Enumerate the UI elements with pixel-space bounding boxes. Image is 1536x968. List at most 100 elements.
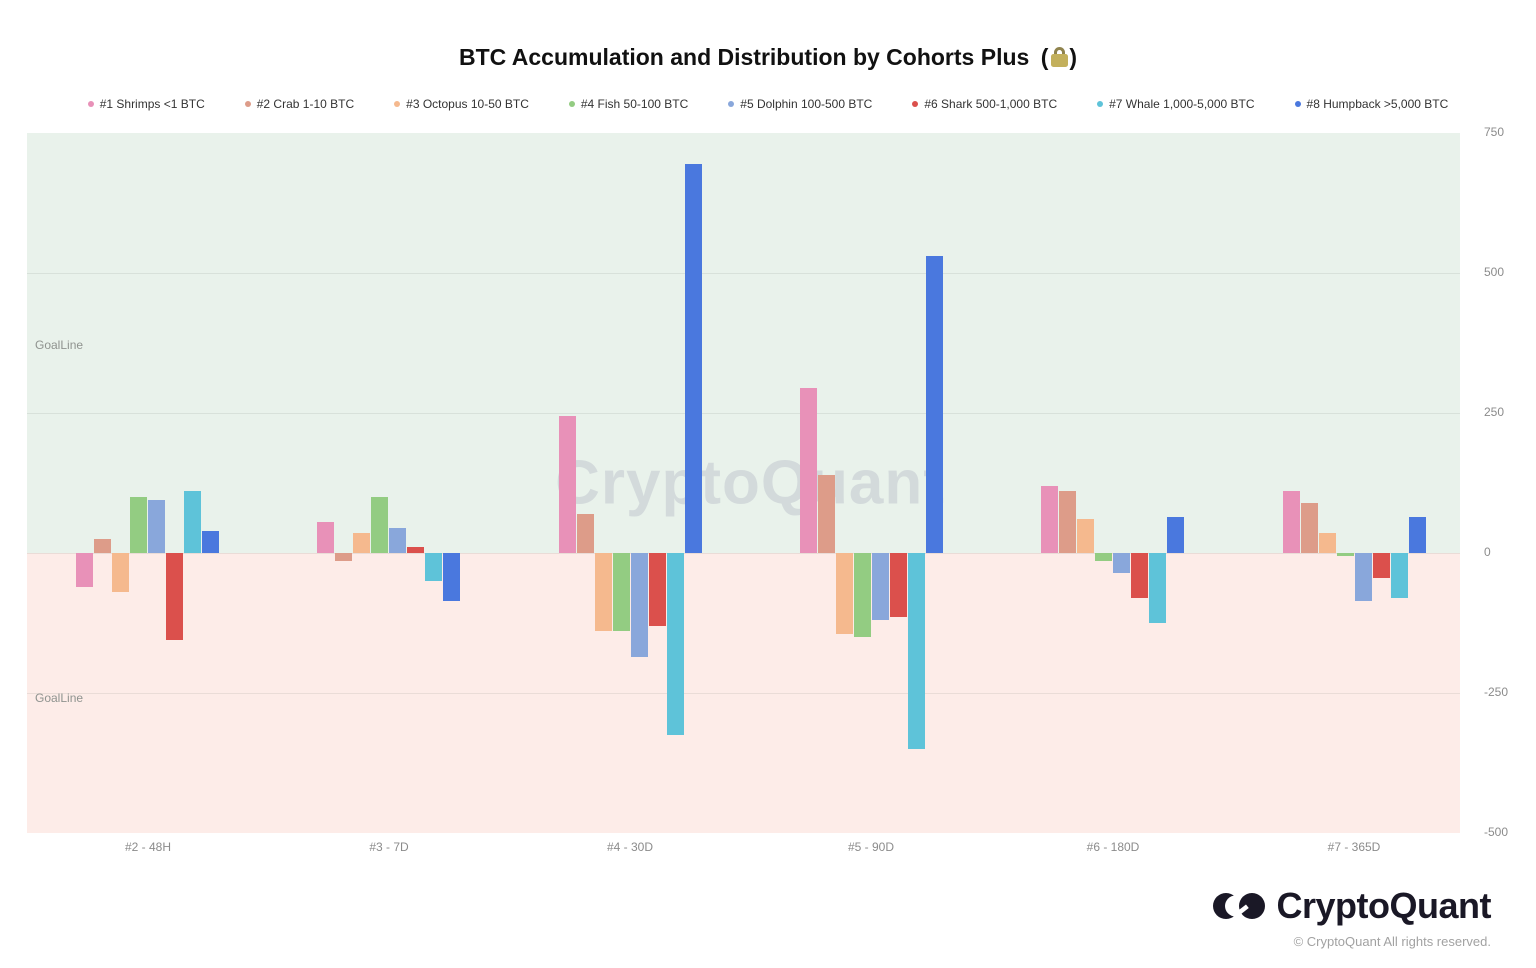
legend-dot [244,101,251,107]
bar-5-90D-series3[interactable] [836,553,853,634]
y-tick-label--250: -250 [1484,685,1509,699]
chart-plot-area: CryptoQuant GoalLine GoalLine [27,133,1460,833]
title-text: BTC Accumulation and Distribution by Coh… [458,44,1030,70]
bar-4-30D-series4[interactable] [613,553,630,631]
bar-2-48H-series1[interactable] [76,553,93,587]
legend-label: #1 Shrimps <1 BTC [99,97,205,111]
legend-dot [87,101,94,107]
bar-5-90D-series4[interactable] [854,553,871,637]
legend-label: #6 Shark 500-1,000 BTC [924,97,1058,111]
bar-6-180D-series1[interactable] [1041,486,1058,553]
cryptoquant-logo-icon [1212,893,1265,919]
chart-legend: #1 Shrimps <1 BTC #2 Crab 1-10 BTC #3 Octo… [0,97,1536,111]
goal-line-label-upper: GoalLine [35,338,84,352]
bar-3-7D-series2[interactable] [335,553,352,561]
bar-3-7D-series8[interactable] [443,553,460,601]
bar-4-30D-series8[interactable] [685,164,702,553]
bar-5-90D-series1[interactable] [800,388,817,553]
brand-name: CryptoQuant [1276,885,1492,926]
bar-3-7D-series3[interactable] [353,533,370,553]
bar-6-180D-series3[interactable] [1077,519,1094,553]
title-paren-open: ( [1040,44,1049,70]
bar-6-180D-series6[interactable] [1131,553,1148,598]
bar-2-48H-series7[interactable] [184,491,201,553]
gridline-0 [27,553,1460,554]
legend-dot [568,101,575,107]
y-tick-label--500: -500 [1484,825,1509,839]
bar-7-365D-series1[interactable] [1283,491,1300,553]
bar-5-90D-series2[interactable] [818,475,835,553]
bar-5-90D-series7[interactable] [908,553,925,749]
bar-7-365D-series5[interactable] [1355,553,1372,601]
bar-3-7D-series1[interactable] [317,522,334,553]
bar-2-48H-series2[interactable] [94,539,111,553]
bar-2-48H-series5[interactable] [148,500,165,553]
y-tick-label-750: 750 [1484,125,1505,139]
bar-4-30D-series6[interactable] [649,553,666,626]
bar-2-48H-series8[interactable] [202,531,219,553]
bar-7-365D-series6[interactable] [1373,553,1390,578]
x-tick-label-6: #6 - 180D [1086,840,1140,854]
legend-dot [912,101,919,107]
y-tick-label-0: 0 [1484,545,1491,559]
legend-dot [728,101,735,107]
bar-6-180D-series2[interactable] [1059,491,1076,553]
bar-3-7D-series4[interactable] [371,497,388,553]
bar-7-365D-series8[interactable] [1409,517,1426,553]
legend-dot [1097,101,1104,107]
bar-4-30D-series5[interactable] [631,553,648,657]
bar-2-48H-series3[interactable] [112,553,129,592]
bar-5-90D-series5[interactable] [872,553,889,620]
bar-3-7D-series7[interactable] [425,553,442,581]
bar-4-30D-series7[interactable] [667,553,684,735]
bar-6-180D-series5[interactable] [1113,553,1130,573]
legend-label: #4 Fish 50-100 BTC [580,97,689,111]
legend-item-5[interactable]: #5 Dolphin 100-500 BTC [728,97,872,111]
x-tick-label-4: #4 - 30D [606,840,654,854]
bar-7-365D-series3[interactable] [1319,533,1336,553]
goal-line-label-lower: GoalLine [35,691,84,705]
bar-6-180D-series8[interactable] [1167,517,1184,553]
legend-dot [1294,101,1301,107]
x-tick-label-3: #3 - 7D [369,840,409,854]
bar-7-365D-series7[interactable] [1391,553,1408,598]
legend-dot [394,101,401,107]
bar-4-30D-series3[interactable] [595,553,612,631]
legend-item-3[interactable]: #3 Octopus 10-50 BTC [394,97,529,111]
legend-label: #2 Crab 1-10 BTC [256,97,355,111]
bar-3-7D-series6[interactable] [407,547,424,553]
bar-7-365D-series4[interactable] [1337,553,1354,556]
legend-item-1[interactable]: #1 Shrimps <1 BTC [87,97,205,111]
title-paren-close: ) [1069,44,1078,70]
copyright-text: © CryptoQuant All rights reserved. [1293,934,1491,949]
legend-item-7[interactable]: #7 Whale 1,000-5,000 BTC [1097,97,1255,111]
page-title: BTC Accumulation and Distribution by Coh… [0,44,1536,71]
legend-label: #8 Humpback >5,000 BTC [1306,97,1449,111]
lock-icon [1051,47,1069,67]
bar-3-7D-series5[interactable] [389,528,406,553]
bar-7-365D-series2[interactable] [1301,503,1318,553]
y-tick-label-500: 500 [1484,265,1505,279]
x-tick-label-5: #5 - 90D [847,840,895,854]
bar-6-180D-series7[interactable] [1149,553,1166,623]
bar-2-48H-series6[interactable] [166,553,183,640]
legend-item-4[interactable]: #4 Fish 50-100 BTC [568,97,689,111]
bar-5-90D-series8[interactable] [926,256,943,553]
positive-region-background [27,133,1460,553]
legend-label: #7 Whale 1,000-5,000 BTC [1109,97,1255,111]
negative-region-background [27,553,1460,833]
gridline-250 [27,413,1460,414]
bar-6-180D-series4[interactable] [1095,553,1112,561]
bar-4-30D-series1[interactable] [559,416,576,553]
brand-row: CryptoQuant [1212,880,1492,932]
bar-5-90D-series6[interactable] [890,553,907,617]
bar-4-30D-series2[interactable] [577,514,594,553]
legend-item-2[interactable]: #2 Crab 1-10 BTC [244,97,355,111]
legend-item-8[interactable]: #8 Humpback >5,000 BTC [1294,97,1449,111]
legend-label: #3 Octopus 10-50 BTC [406,97,529,111]
watermark: CryptoQuant [555,448,945,518]
bar-2-48H-series4[interactable] [130,497,147,553]
legend-item-6[interactable]: #6 Shark 500-1,000 BTC [912,97,1057,111]
legend-label: #5 Dolphin 100-500 BTC [740,97,873,111]
